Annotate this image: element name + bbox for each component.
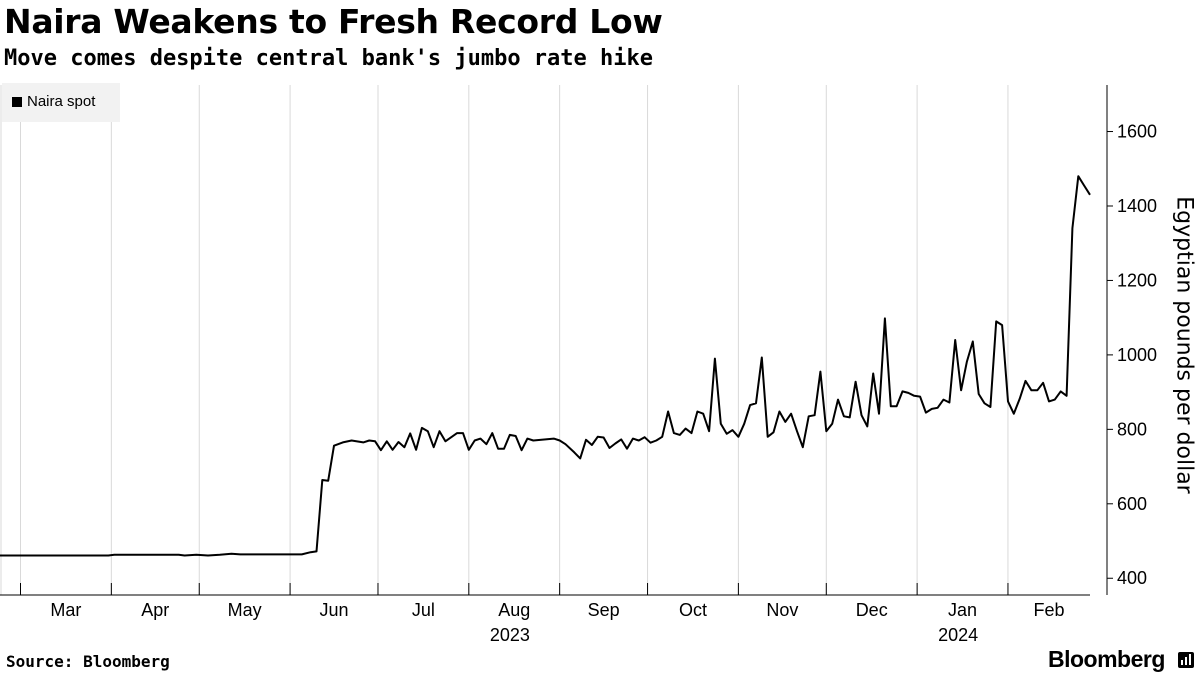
series-layer [0, 175, 1091, 557]
legend-swatch [12, 97, 22, 107]
y-tick-label: 400 [1117, 568, 1147, 588]
y-axis: 400 600 800 1000 1200 1400 1600 [1106, 85, 1157, 595]
brand-logo: Bloomberg [1048, 646, 1165, 672]
series-line-naira-spot [0, 175, 1091, 557]
x-year-label: 2023 [490, 625, 530, 645]
x-tick-label: Jan [948, 600, 977, 620]
y-axis-label: Egyptian pounds per dollar [1171, 196, 1197, 494]
bloomberg-chart-icon [1178, 652, 1194, 668]
x-tick-label: Nov [766, 600, 798, 620]
x-tick-label: Oct [679, 600, 707, 620]
x-tick-label: Feb [1033, 600, 1064, 620]
legend-label: Naira spot [27, 93, 96, 110]
x-tick-label: Aug [498, 600, 530, 620]
legend: Naira spot [2, 83, 120, 122]
x-tick-label: Sep [588, 600, 620, 620]
x-tick-label: Dec [856, 600, 888, 620]
grid-lines [0, 85, 1009, 595]
y-tick-label: 1200 [1117, 270, 1157, 290]
x-tick-label: Apr [141, 600, 169, 620]
y-tick-label: 1000 [1117, 345, 1157, 365]
y-tick-label: 1400 [1117, 196, 1157, 216]
x-tick-label: May [228, 600, 262, 620]
x-tick-label: Mar [50, 600, 81, 620]
y-tick-label: 600 [1117, 494, 1147, 514]
y-tick-label: 1600 [1117, 122, 1157, 142]
chart-title: Naira Weakens to Fresh Record Low [4, 2, 663, 41]
x-axis: Mar Apr May Jun Jul Aug Sep Oct Nov Dec Jan Feb 2023… [0, 583, 1090, 645]
chart-subtitle: Move comes despite central bank's jumbo … [4, 46, 654, 71]
x-tick-label: Jul [412, 600, 435, 620]
x-tick-label: Jun [320, 600, 349, 620]
x-year-label: 2024 [938, 625, 978, 645]
y-tick-label: 800 [1117, 419, 1147, 439]
source-note: Source: Bloomberg [6, 652, 170, 671]
